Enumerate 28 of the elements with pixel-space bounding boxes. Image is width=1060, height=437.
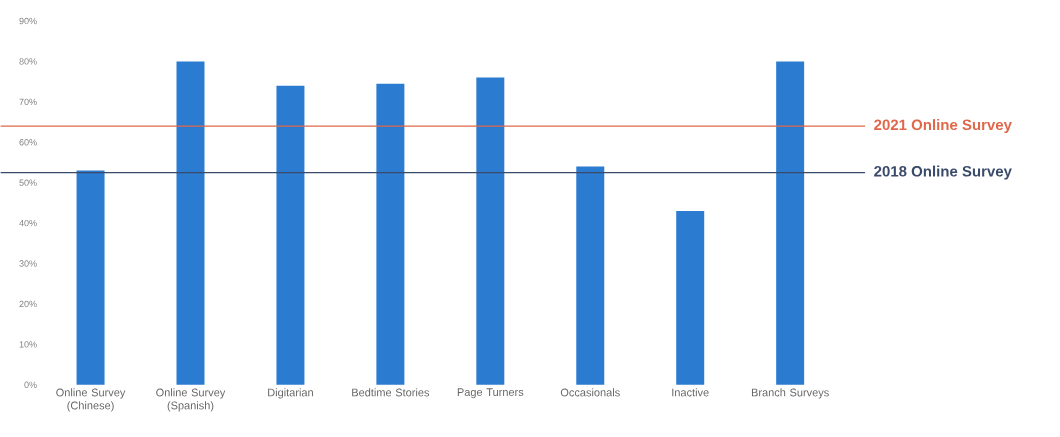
bar bbox=[76, 170, 105, 385]
y-tick-label: 0% bbox=[24, 381, 37, 389]
y-tick-label: 20% bbox=[19, 300, 37, 308]
x-tick-label: Online Survey (Spanish) bbox=[156, 388, 226, 412]
bar bbox=[276, 85, 305, 385]
x-tick-label: Digitarian bbox=[268, 388, 313, 399]
bar bbox=[376, 83, 405, 385]
bar bbox=[476, 77, 505, 385]
x-tick-label: Inactive bbox=[672, 388, 709, 397]
bar bbox=[676, 211, 705, 385]
y-tick-label: 60% bbox=[19, 139, 37, 146]
bar bbox=[176, 61, 205, 385]
x-tick-label: Bedtime Stories bbox=[352, 388, 430, 397]
bar bbox=[776, 61, 805, 385]
x-tick-label: Online Survey (Chinese) bbox=[56, 388, 126, 412]
y-tick-label: 70% bbox=[19, 98, 37, 106]
x-tick-label: Branch Surveys bbox=[751, 388, 829, 399]
y-tick-label: 80% bbox=[19, 58, 37, 65]
y-tick-label: 50% bbox=[19, 179, 37, 186]
y-tick-label: 90% bbox=[19, 17, 37, 25]
x-tick-label: Occasionals bbox=[560, 388, 620, 397]
y-tick-label: 40% bbox=[19, 220, 37, 227]
y-tick-label: 30% bbox=[19, 260, 37, 267]
ref-line-label: 2021 Online Survey bbox=[874, 119, 1012, 134]
bar bbox=[576, 166, 605, 385]
x-tick-label: Page Turners bbox=[457, 388, 524, 399]
ref-line-label: 2018 Online Survey bbox=[874, 165, 1012, 180]
y-tick-label: 10% bbox=[19, 341, 37, 348]
